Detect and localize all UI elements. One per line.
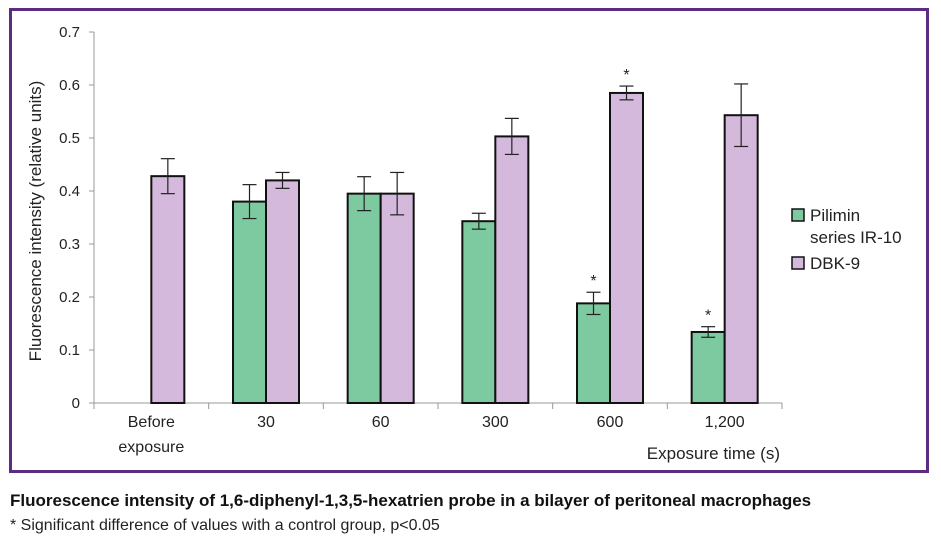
x-tick-label: Before	[128, 414, 175, 431]
bar	[265, 179, 300, 404]
bar	[232, 200, 267, 404]
significance-markers: * * *	[590, 67, 711, 325]
x-tick-label: 30	[257, 414, 275, 431]
y-tick-label: 0.3	[59, 236, 80, 253]
y-tick-label: 0.7	[59, 24, 80, 41]
bar	[576, 302, 611, 404]
y-tick-label: 0.1	[59, 342, 80, 359]
significance-marker: *	[705, 308, 711, 325]
x-tick-label: 600	[597, 414, 624, 431]
significance-marker: *	[590, 273, 596, 290]
y-tick-label: 0.6	[59, 77, 80, 94]
x-tick-marks	[93, 403, 783, 409]
x-tick-label: exposure	[118, 439, 184, 456]
bar	[723, 114, 759, 405]
legend-swatch	[791, 256, 805, 270]
legend-label: Pilimin	[810, 206, 860, 225]
figure-caption-note: * Significant difference of values with …	[10, 517, 440, 534]
bar-chart: Fluorescence intensity (relative units) …	[26, 24, 902, 463]
y-tick-label: 0.5	[59, 130, 80, 147]
x-tick-labels: Before exposure 30 60 300 600 1,200	[118, 414, 744, 456]
y-tick-labels: 0 0.1 0.2 0.3 0.4 0.5 0.6 0.7	[59, 24, 80, 412]
legend-swatch	[791, 208, 805, 222]
y-tick-label: 0.4	[59, 183, 80, 200]
bar	[690, 330, 726, 405]
x-tick-label: 60	[372, 414, 390, 431]
x-tick-label: 300	[482, 414, 509, 431]
y-axis-title-group: Fluorescence intensity (relative units)	[26, 81, 45, 362]
figure-caption-title: Fluorescence intensity of 1,6-diphenyl-1…	[10, 491, 812, 510]
bar	[150, 175, 186, 404]
error-bars	[160, 83, 749, 338]
y-axis-title: Fluorescence intensity (relative units)	[26, 81, 45, 362]
x-axis-title: Exposure time (s)	[647, 444, 780, 463]
legend: Pilimin series IR-10 DBK-9	[791, 206, 902, 273]
chart-frame: Fluorescence intensity (relative units) …	[9, 8, 929, 473]
bar	[609, 91, 644, 404]
x-tick-label: 1,200	[705, 414, 745, 431]
bar	[346, 192, 382, 404]
legend-label: DBK-9	[810, 254, 860, 273]
y-tick-marks	[89, 31, 782, 404]
legend-label: series IR-10	[810, 228, 902, 247]
y-tick-label: 0	[72, 395, 80, 412]
bar	[461, 220, 497, 404]
significance-marker: *	[623, 67, 629, 84]
y-tick-label: 0.2	[59, 289, 80, 306]
bar	[379, 192, 415, 404]
bar	[494, 135, 530, 404]
bars	[150, 91, 759, 405]
